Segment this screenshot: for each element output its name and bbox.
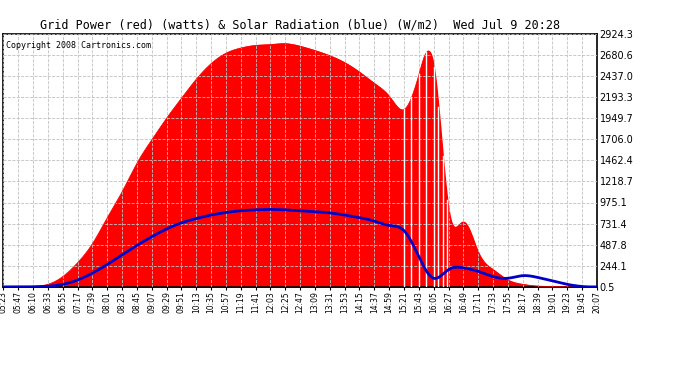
Title: Grid Power (red) (watts) & Solar Radiation (blue) (W/m2)  Wed Jul 9 20:28: Grid Power (red) (watts) & Solar Radiati… (40, 18, 560, 31)
Text: Copyright 2008 Cartronics.com: Copyright 2008 Cartronics.com (6, 41, 151, 50)
